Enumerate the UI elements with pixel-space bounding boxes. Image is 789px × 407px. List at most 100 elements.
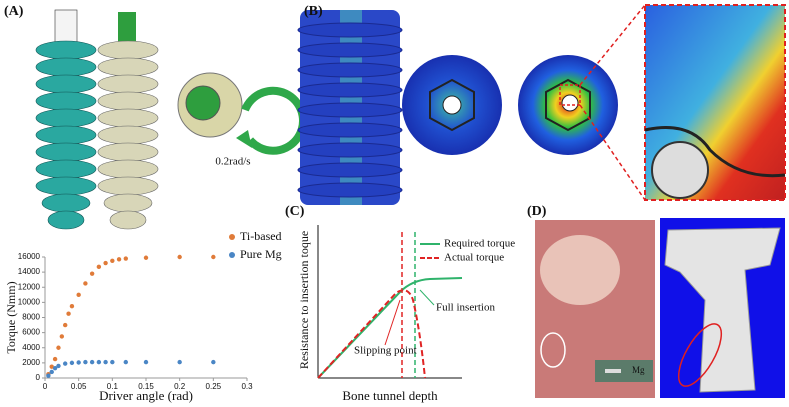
screw-thread (35, 91, 97, 111)
y-tick-label: 4000 (22, 343, 40, 352)
point (110, 359, 115, 365)
x-axis-label: Bone tunnel depth (342, 388, 438, 403)
point (211, 359, 216, 365)
screw-head (118, 12, 136, 47)
legend-marker (229, 252, 235, 258)
point (89, 359, 95, 365)
legend-label: Ti-based (240, 229, 282, 243)
point (52, 356, 58, 362)
point (96, 359, 102, 365)
fea-thread (297, 102, 403, 118)
point (49, 369, 54, 375)
y-tick-label: 10000 (18, 297, 41, 306)
panel-label: (D) (527, 204, 547, 219)
point (76, 360, 81, 365)
screw-hex (185, 85, 221, 121)
y-tick-label: 12000 (18, 282, 41, 291)
screw-thread (35, 40, 97, 60)
point (66, 311, 71, 316)
point (177, 359, 182, 365)
screw-thread (97, 142, 159, 162)
rotation-arrow (241, 86, 307, 155)
screw-thread (97, 108, 159, 128)
y-tick-label: 0 (36, 373, 41, 382)
actual-torque-curve (317, 289, 426, 379)
point (103, 260, 108, 266)
implant (605, 369, 621, 373)
fea-thread (297, 162, 403, 178)
screw-thread (97, 159, 159, 179)
hex-outline (429, 78, 475, 132)
point (52, 365, 58, 371)
panel-label: (B) (304, 4, 323, 19)
screw-thread (97, 40, 159, 60)
highlight (677, 323, 723, 387)
screw-thread (47, 210, 85, 230)
fea-hole (561, 94, 579, 112)
illustrations: 0.2rad/s Mg Required torque (4, 4, 786, 403)
fea-thread (297, 182, 403, 198)
x-tick-label: 0.05 (71, 382, 87, 391)
fea-thread (297, 142, 403, 158)
point (56, 363, 61, 369)
point (62, 361, 68, 366)
legend-label: Pure Mg (240, 247, 282, 261)
point (59, 334, 65, 339)
point (116, 257, 122, 262)
point (89, 271, 95, 276)
y-axis-label: Resistance to insertion toque (297, 231, 311, 369)
point (83, 281, 88, 286)
annotation-arrow (419, 289, 435, 306)
screw-thread (97, 91, 159, 111)
x-tick-label: 0.15 (138, 382, 154, 391)
screw-thread (35, 176, 97, 196)
screw-thread (97, 125, 159, 145)
legend-label: Actual torque (444, 252, 504, 264)
y-axis-label: Torque (Nmm) (4, 281, 18, 353)
inset-label: Mg (632, 365, 645, 375)
point (96, 264, 102, 270)
zoom-line (579, 4, 646, 86)
panel-label: (C) (285, 204, 305, 219)
x-tick-label: 0.3 (241, 382, 253, 391)
x-tick-label: 0.2 (174, 382, 186, 391)
y-tick-label: 14000 (18, 267, 41, 276)
x-tick-label: 0 (43, 382, 48, 391)
required-torque-curve (317, 277, 463, 379)
point (211, 254, 216, 260)
point (177, 254, 182, 260)
zoom-line (579, 104, 646, 201)
inset-photo (595, 360, 653, 382)
screw-thread (97, 176, 159, 196)
photo-tissue (540, 235, 620, 305)
fea-hole (442, 95, 462, 115)
screw-thread (103, 193, 153, 213)
annotation: Full insertion (436, 302, 495, 314)
ct-bone (664, 227, 781, 393)
screw-thread (35, 142, 97, 162)
x-tick-label: 0.25 (206, 382, 222, 391)
screw-thread (35, 108, 97, 128)
point (110, 258, 115, 263)
screw-thread (35, 74, 97, 94)
screw-thread (97, 74, 159, 94)
point (56, 345, 61, 350)
screw-thread (97, 57, 159, 77)
y-tick-label: 6000 (22, 328, 40, 337)
y-tick-label: 2000 (22, 358, 40, 367)
annotation-arrow (384, 299, 401, 346)
point (123, 256, 128, 261)
fea-thread (297, 22, 403, 38)
screw-thread (35, 57, 97, 77)
point (143, 255, 149, 260)
legend-label: Required torque (444, 238, 515, 250)
screw-thread (35, 159, 97, 179)
x-tick-label: 0.1 (107, 382, 119, 391)
point (46, 373, 51, 378)
point (49, 364, 54, 369)
point (143, 359, 149, 365)
point (123, 359, 128, 365)
screw-thread (35, 125, 97, 145)
fea-thread (297, 42, 403, 58)
annotation: Slipping point (354, 345, 417, 357)
